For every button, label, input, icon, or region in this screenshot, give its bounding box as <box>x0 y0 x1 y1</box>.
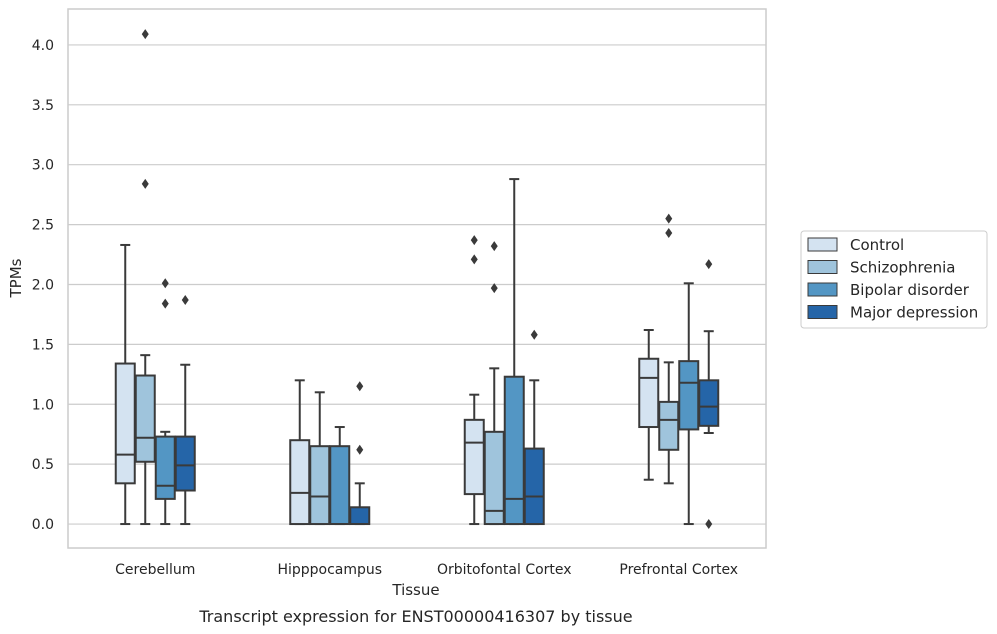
legend-label: Bipolar disorder <box>850 281 970 299</box>
box-body <box>463 418 485 496</box>
y-tick-label: 1.5 <box>32 337 54 353</box>
box-body <box>114 362 136 485</box>
box <box>349 381 371 526</box>
legend-label: Major depression <box>850 304 978 322</box>
outlier-point <box>181 295 189 306</box>
y-tick-label: 0.0 <box>32 517 54 533</box>
box-body <box>174 435 196 492</box>
box-body <box>349 506 371 526</box>
box <box>503 178 525 526</box>
box <box>463 235 485 526</box>
box-body <box>638 357 660 429</box>
box <box>134 29 156 526</box>
outlier-point <box>705 519 713 530</box>
box-body <box>503 375 525 526</box>
y-tick-label: 2.5 <box>32 218 54 234</box>
box-body <box>134 374 156 463</box>
outlier-point <box>356 381 364 392</box>
plot-frame <box>67 8 767 549</box>
outlier-point <box>705 259 713 270</box>
box <box>174 295 196 526</box>
outlier-point <box>141 29 149 40</box>
legend: Control Schizophrenia Bipolar disorder Majo… <box>800 230 988 329</box>
legend-label: Control <box>850 236 904 254</box>
x-tick-label: Hipppocampus <box>277 562 382 578</box>
outlier-point <box>665 213 673 224</box>
box-body <box>658 400 680 451</box>
x-axis-title: Tissue <box>391 581 439 599</box>
box-body <box>678 360 700 431</box>
outlier-point <box>665 227 673 238</box>
x-tick-label: Prefrontal Cortex <box>619 562 738 578</box>
y-tick-label: 1.0 <box>32 397 54 413</box>
x-tick-label: Cerebellum <box>115 562 195 578</box>
box-body <box>698 379 720 427</box>
y-tick-label: 4.0 <box>32 38 54 54</box>
legend-swatch <box>807 237 838 252</box>
box <box>483 241 505 526</box>
outlier-point <box>530 329 538 340</box>
legend-swatch <box>807 282 838 297</box>
outlier-point <box>141 178 149 189</box>
legend-label: Schizophrenia <box>850 259 955 277</box>
y-tick-label: 3.0 <box>32 158 54 174</box>
legend-swatch <box>807 305 838 319</box>
box-body <box>309 445 331 526</box>
y-axis-title: TPMs <box>7 258 25 298</box>
outlier-point <box>490 241 498 252</box>
outlier-point <box>490 283 498 294</box>
box <box>309 391 331 526</box>
box <box>658 213 680 485</box>
box <box>329 426 351 526</box>
box-body <box>154 435 176 500</box>
legend-frame <box>800 230 988 329</box>
x-axis-ticks: Cerebellum Hipppocampus Orbitofontal Corte… <box>115 562 738 578</box>
box-series <box>114 29 720 530</box>
outlier-point <box>161 298 169 309</box>
box <box>523 329 545 526</box>
y-tick-label: 0.5 <box>32 457 54 473</box>
box <box>698 259 720 530</box>
outlier-point <box>470 254 478 265</box>
box <box>289 379 311 526</box>
box-body <box>523 447 545 526</box>
legend-swatch <box>807 260 838 274</box>
box <box>638 329 660 481</box>
box-body <box>289 439 311 526</box>
y-tick-label: 2.0 <box>32 277 54 293</box>
y-axis-ticks: 0.0 0.5 1.0 1.5 2.0 2.5 3.0 3.5 4.0 <box>32 38 54 533</box>
outlier-point <box>161 278 169 289</box>
outlier-point <box>356 444 364 455</box>
x-tick-label: Orbitofontal Cortex <box>437 562 572 578</box>
figure-caption: Transcript expression for ENST0000041630… <box>198 607 632 626</box>
box-body <box>329 445 351 526</box>
outlier-point <box>470 235 478 246</box>
y-tick-label: 3.5 <box>32 98 54 114</box>
